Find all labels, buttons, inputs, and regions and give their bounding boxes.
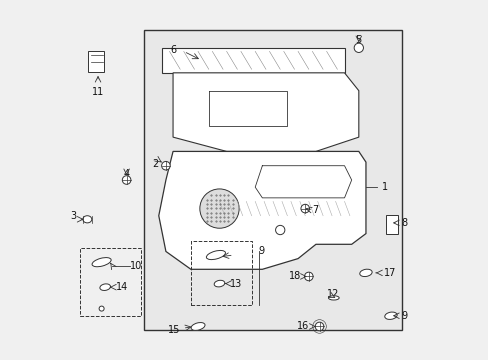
Text: 1: 1 <box>381 182 387 192</box>
Text: 15: 15 <box>167 325 180 335</box>
Text: 9: 9 <box>401 311 407 321</box>
Circle shape <box>162 161 170 170</box>
Text: 8: 8 <box>401 218 407 228</box>
Ellipse shape <box>82 216 92 223</box>
Text: 14: 14 <box>116 282 128 292</box>
FancyBboxPatch shape <box>385 215 397 234</box>
Bar <box>190 241 251 305</box>
Text: 5: 5 <box>355 35 361 45</box>
Polygon shape <box>173 73 358 152</box>
FancyBboxPatch shape <box>88 51 104 72</box>
Text: 7: 7 <box>312 205 318 215</box>
Text: 3: 3 <box>70 211 77 221</box>
Text: 4: 4 <box>123 169 129 179</box>
Circle shape <box>275 225 285 235</box>
Text: 10: 10 <box>130 261 142 271</box>
Text: 12: 12 <box>326 289 338 299</box>
Text: 9: 9 <box>258 247 264 256</box>
Circle shape <box>122 176 131 184</box>
Ellipse shape <box>206 251 225 260</box>
Bar <box>80 248 141 316</box>
FancyBboxPatch shape <box>144 30 401 330</box>
Ellipse shape <box>328 296 339 300</box>
Ellipse shape <box>92 258 111 267</box>
Ellipse shape <box>384 312 396 319</box>
Circle shape <box>353 43 363 53</box>
Ellipse shape <box>214 280 224 287</box>
Circle shape <box>315 322 323 331</box>
Text: 6: 6 <box>170 45 176 55</box>
Circle shape <box>99 306 104 311</box>
Text: 18: 18 <box>289 271 301 282</box>
Polygon shape <box>159 152 365 269</box>
Circle shape <box>304 272 312 281</box>
Text: 11: 11 <box>92 87 104 97</box>
Ellipse shape <box>100 284 110 291</box>
Polygon shape <box>162 48 344 73</box>
Text: 16: 16 <box>296 321 308 332</box>
Ellipse shape <box>191 323 204 330</box>
Circle shape <box>200 189 239 228</box>
Circle shape <box>300 204 309 213</box>
Ellipse shape <box>359 269 371 276</box>
Text: 13: 13 <box>230 279 242 289</box>
Text: 17: 17 <box>383 268 395 278</box>
Text: 2: 2 <box>152 158 158 168</box>
